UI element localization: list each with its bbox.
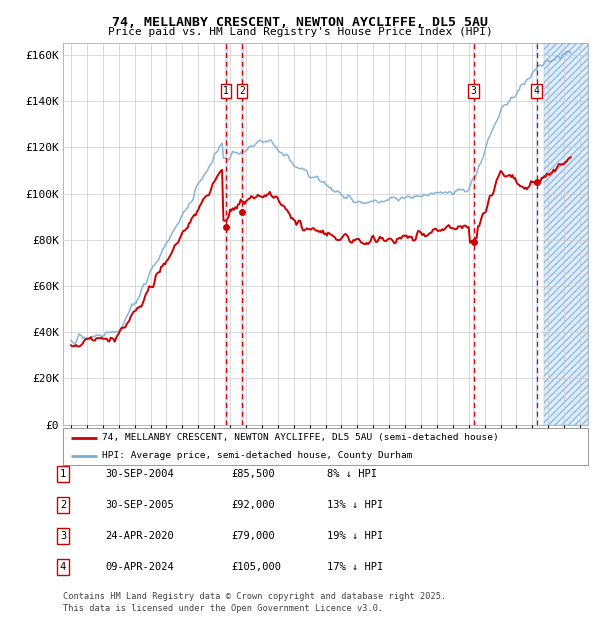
Text: 4: 4 — [60, 562, 66, 572]
Text: 74, MELLANBY CRESCENT, NEWTON AYCLIFFE, DL5 5AU: 74, MELLANBY CRESCENT, NEWTON AYCLIFFE, … — [112, 16, 488, 29]
Text: 4: 4 — [533, 86, 539, 96]
Bar — [225, 43, 227, 425]
Text: 17% ↓ HPI: 17% ↓ HPI — [327, 562, 383, 572]
Text: 1: 1 — [223, 86, 229, 96]
Text: 3: 3 — [470, 86, 476, 96]
Text: £92,000: £92,000 — [231, 500, 275, 510]
Text: 2: 2 — [239, 86, 245, 96]
Text: 74, MELLANBY CRESCENT, NEWTON AYCLIFFE, DL5 5AU (semi-detached house): 74, MELLANBY CRESCENT, NEWTON AYCLIFFE, … — [103, 433, 499, 442]
Text: 1: 1 — [60, 469, 66, 479]
Text: 19% ↓ HPI: 19% ↓ HPI — [327, 531, 383, 541]
Text: £105,000: £105,000 — [231, 562, 281, 572]
Text: £79,000: £79,000 — [231, 531, 275, 541]
Text: 2: 2 — [60, 500, 66, 510]
Bar — [544, 43, 588, 425]
Text: 09-APR-2024: 09-APR-2024 — [105, 562, 174, 572]
Text: 13% ↓ HPI: 13% ↓ HPI — [327, 500, 383, 510]
Bar — [536, 43, 538, 425]
Text: 24-APR-2020: 24-APR-2020 — [105, 531, 174, 541]
Text: 8% ↓ HPI: 8% ↓ HPI — [327, 469, 377, 479]
Bar — [241, 43, 243, 425]
Text: Contains HM Land Registry data © Crown copyright and database right 2025.
This d: Contains HM Land Registry data © Crown c… — [63, 591, 446, 613]
Bar — [544, 43, 588, 425]
Bar — [473, 43, 475, 425]
Text: £85,500: £85,500 — [231, 469, 275, 479]
Text: Price paid vs. HM Land Registry's House Price Index (HPI): Price paid vs. HM Land Registry's House … — [107, 27, 493, 37]
Text: HPI: Average price, semi-detached house, County Durham: HPI: Average price, semi-detached house,… — [103, 451, 413, 460]
Text: 3: 3 — [60, 531, 66, 541]
Text: 30-SEP-2005: 30-SEP-2005 — [105, 500, 174, 510]
Text: 30-SEP-2004: 30-SEP-2004 — [105, 469, 174, 479]
